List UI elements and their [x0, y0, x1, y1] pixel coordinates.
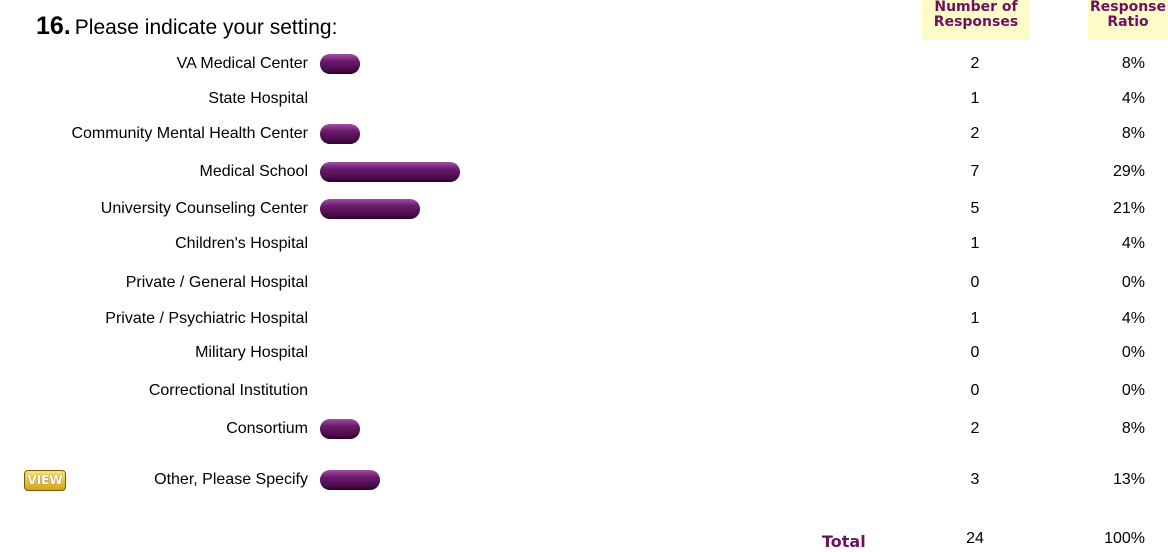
response-count: 2: [970, 55, 980, 72]
question-text: Please indicate your setting:: [74, 16, 338, 39]
response-ratio: 4%: [1121, 90, 1145, 107]
total-label: Total: [822, 532, 866, 551]
response-ratio: 8%: [1121, 420, 1145, 437]
response-count: 1: [970, 310, 980, 327]
response-count: 7: [970, 163, 980, 180]
row-label: Other, Please Specify: [154, 471, 308, 488]
response-count: 5: [970, 200, 980, 217]
table-row: VA Medical Center 2 8%: [0, 47, 1168, 81]
table-row: Private / General Hospital 0 0%: [0, 266, 1168, 300]
response-count: 0: [970, 344, 980, 361]
row-label: Military Hospital: [195, 344, 308, 361]
row-label: Consortium: [226, 420, 308, 437]
response-bar: [320, 470, 380, 490]
response-ratio: 8%: [1121, 125, 1145, 142]
row-label: Private / Psychiatric Hospital: [105, 310, 308, 327]
table-row: Medical School 7 29%: [0, 155, 1168, 189]
table-row: Private / Psychiatric Hospital 1 4%: [0, 302, 1168, 336]
table-row: VIEW Other, Please Specify 3 13%: [0, 463, 1168, 497]
response-count: 1: [970, 235, 980, 252]
table-row: University Counseling Center 5 21%: [0, 192, 1168, 226]
table-row: Children's Hospital 1 4%: [0, 227, 1168, 261]
count-column-header: Number of Responses: [922, 0, 1030, 40]
response-bar: [320, 419, 360, 439]
question-number: 16.: [36, 12, 71, 40]
response-ratio: 8%: [1121, 55, 1145, 72]
table-row: Community Mental Health Center 2 8%: [0, 117, 1168, 151]
total-ratio: 100%: [1104, 530, 1145, 547]
response-ratio: 0%: [1121, 382, 1145, 399]
response-count: 2: [970, 125, 980, 142]
response-count: 0: [970, 274, 980, 291]
response-ratio: 21%: [1112, 200, 1145, 217]
response-count: 2: [970, 420, 980, 437]
ratio-header-line-1: Response: [1089, 0, 1167, 15]
count-header-line-1: Number of: [934, 0, 1018, 15]
row-label: Children's Hospital: [175, 235, 308, 252]
row-label: Correctional Institution: [148, 382, 308, 399]
total-count: 24: [966, 530, 984, 547]
response-ratio: 4%: [1121, 310, 1145, 327]
response-count: 3: [970, 471, 980, 488]
row-label: Private / General Hospital: [125, 274, 308, 291]
view-button[interactable]: VIEW: [24, 470, 66, 491]
response-ratio: 0%: [1121, 274, 1145, 291]
response-ratio: 29%: [1112, 163, 1145, 180]
row-label: Medical School: [199, 163, 309, 180]
response-bar: [320, 124, 360, 144]
ratio-header-line-2: Ratio: [1107, 14, 1149, 30]
count-header-line-2: Responses: [933, 14, 1019, 30]
ratio-column-header: Response Ratio: [1088, 0, 1168, 40]
row-label: Community Mental Health Center: [71, 125, 308, 142]
response-bar: [320, 162, 460, 182]
response-bar: [320, 54, 360, 74]
row-label: VA Medical Center: [176, 55, 308, 72]
row-label: State Hospital: [208, 90, 308, 107]
table-row: State Hospital 1 4%: [0, 82, 1168, 116]
table-row: Military Hospital 0 0%: [0, 336, 1168, 370]
response-bar: [320, 199, 420, 219]
response-ratio: 0%: [1121, 344, 1145, 361]
response-ratio: 4%: [1121, 235, 1145, 252]
response-ratio: 13%: [1112, 471, 1145, 488]
response-count: 1: [970, 90, 980, 107]
response-count: 0: [970, 382, 980, 399]
row-label: University Counseling Center: [100, 200, 308, 217]
table-row: Correctional Institution 0 0%: [0, 374, 1168, 408]
table-row: Consortium 2 8%: [0, 412, 1168, 446]
question-title: 16. Please indicate your setting:: [36, 12, 337, 41]
